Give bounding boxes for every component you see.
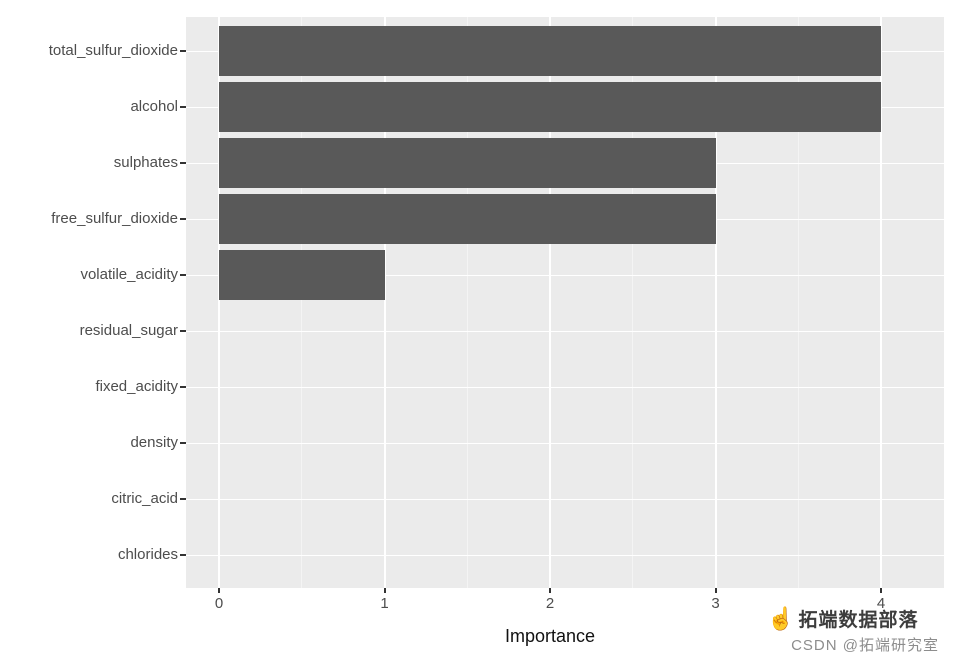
y-axis-label: residual_sugar (79, 322, 178, 339)
h-gridline (186, 274, 944, 276)
bar (219, 250, 385, 300)
y-axis-label: free_sulfur_dioxide (51, 210, 178, 227)
y-tick-mark (180, 554, 186, 556)
watermark-csdn-text: CSDN @拓端研究室 (791, 637, 939, 654)
x-tick-mark (218, 588, 220, 593)
x-tick-mark (549, 588, 551, 593)
h-gridline (186, 330, 944, 332)
v-gridline-minor (797, 17, 799, 588)
y-axis-label: citric_acid (111, 490, 178, 507)
y-tick-mark (180, 274, 186, 276)
bar (219, 26, 881, 76)
plot-panel (186, 17, 944, 588)
x-tick-label: 2 (545, 595, 555, 612)
y-axis-label: alcohol (130, 98, 178, 115)
bar (219, 138, 716, 188)
x-tick-mark (383, 588, 386, 593)
v-gridline-minor (466, 17, 468, 588)
y-tick-mark (180, 106, 186, 108)
bar (219, 82, 881, 132)
x-tick-label: 4 (876, 595, 886, 612)
v-gridline-major (714, 17, 717, 588)
y-tick-mark (180, 330, 186, 332)
y-tick-mark (180, 50, 186, 52)
v-gridline-minor (301, 17, 303, 588)
y-axis-label: chlorides (117, 546, 178, 563)
y-axis-label: density (130, 434, 178, 451)
y-tick-mark (180, 218, 186, 220)
y-tick-mark (180, 498, 186, 500)
h-gridline (186, 386, 944, 388)
y-axis-label: sulphates (113, 154, 178, 171)
h-gridline (186, 442, 944, 444)
watermark-row: ☝ 拓端数据部落 (767, 605, 918, 632)
y-axis-label: volatile_acidity (80, 266, 178, 283)
y-tick-mark (180, 162, 186, 164)
x-tick-mark (714, 588, 717, 593)
v-gridline-major (383, 17, 386, 588)
x-tick-label: 3 (711, 595, 720, 612)
v-gridline-major (218, 17, 220, 588)
watermark: ☝ 拓端数据部落 CSDN @拓端研究室 (767, 605, 939, 655)
v-gridline-major (549, 17, 551, 588)
h-gridline (186, 498, 944, 500)
y-tick-mark (180, 442, 186, 444)
y-tick-mark (180, 386, 186, 388)
x-tick-label: 0 (214, 595, 224, 612)
x-axis-title: Importance (504, 626, 596, 646)
bar (219, 194, 716, 244)
x-tick-mark (880, 588, 882, 593)
pointing-hand-icon: ☝ (767, 605, 795, 631)
h-gridline (186, 554, 944, 556)
v-gridline-minor (632, 17, 634, 588)
y-axis-label: fixed_acidity (95, 378, 178, 395)
v-gridline-major (880, 17, 882, 588)
x-tick-label: 1 (380, 595, 389, 612)
watermark-brand-text: 拓端数据部落 (798, 610, 919, 631)
y-axis-label: total_sulfur_dioxide (48, 42, 178, 59)
